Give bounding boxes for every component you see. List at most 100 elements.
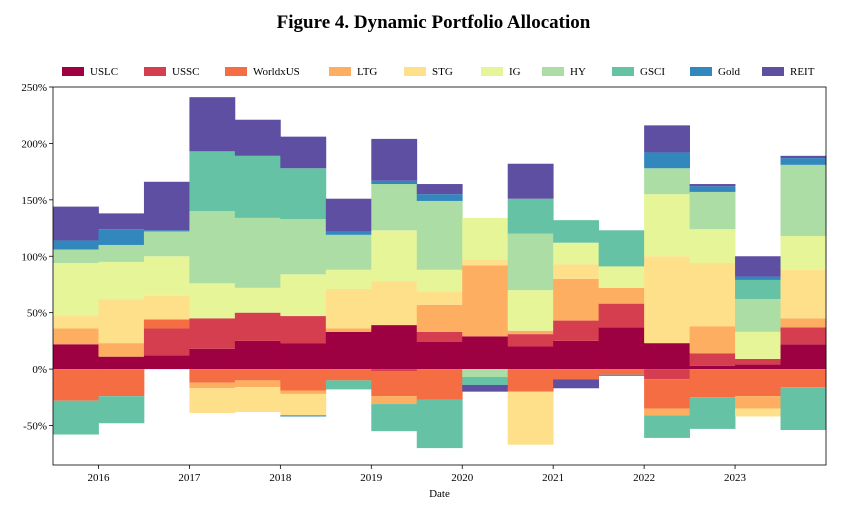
legend-label-ig: IG xyxy=(509,66,521,78)
bar-stg-13 xyxy=(644,256,690,343)
bar-ltg-8 xyxy=(417,305,463,332)
bar-stg-16 xyxy=(781,270,827,319)
bar-reit-7 xyxy=(371,139,417,181)
bar-worldxus-14 xyxy=(690,369,736,397)
legend-swatch-uslc xyxy=(62,67,84,76)
bar-ltg-6 xyxy=(326,328,372,331)
x-tick-label: 2023 xyxy=(724,472,747,484)
bar-worldxus-15 xyxy=(735,369,781,396)
bar-reit-14 xyxy=(690,184,736,186)
bar-worldxus-1 xyxy=(98,369,144,396)
bar-ig-8 xyxy=(417,270,463,291)
bar-worldxus-12 xyxy=(599,369,645,375)
legend-label-ltg: LTG xyxy=(357,66,377,78)
bar-uslc-0 xyxy=(53,344,99,369)
x-tick-label: 2019 xyxy=(360,472,383,484)
bar-gsci-0 xyxy=(53,401,99,435)
y-tick-label: 200% xyxy=(21,138,47,150)
bar-gsci-5 xyxy=(280,168,326,219)
legend-label-ussc: USSC xyxy=(172,66,200,78)
bar-ig-6 xyxy=(326,270,372,289)
bar-reit-1 xyxy=(98,213,144,229)
bar-ig-2 xyxy=(144,256,190,295)
bar-ltg-3 xyxy=(189,383,235,389)
bar-ig-4 xyxy=(235,288,281,313)
bar-hy-7 xyxy=(371,184,417,230)
bar-ussc-11 xyxy=(553,321,599,341)
bar-uslc-6 xyxy=(326,332,372,369)
bar-ltg-9 xyxy=(462,265,508,336)
bar-gold-1 xyxy=(98,229,144,245)
bar-hy-4 xyxy=(235,218,281,288)
bar-ltg-13 xyxy=(644,409,690,416)
bar-reit-13 xyxy=(644,125,690,152)
bar-ussc-3 xyxy=(189,318,235,348)
legend-swatch-gsci xyxy=(612,67,634,76)
bar-hy-3 xyxy=(189,211,235,283)
legend: USLC USSC WorldxUS LTG STG IG HY GSCI Gold REIT xyxy=(62,66,815,78)
bar-reit-5 xyxy=(280,137,326,169)
bar-stg-7 xyxy=(371,281,417,325)
bar-ltg-15 xyxy=(735,396,781,408)
bar-ig-0 xyxy=(53,263,99,316)
legend-swatch-worldxus xyxy=(225,67,247,76)
bar-ltg-0 xyxy=(53,328,99,344)
bar-worldxus-0 xyxy=(53,369,99,401)
bar-ig-13 xyxy=(644,194,690,256)
bar-hy-9 xyxy=(462,369,508,377)
bar-uslc-11 xyxy=(553,341,599,369)
y-tick-label: -50% xyxy=(23,421,47,433)
bar-gsci-9 xyxy=(462,377,508,385)
legend-swatch-gold xyxy=(690,67,712,76)
bar-worldxus-7 xyxy=(371,371,417,396)
bar-hy-5 xyxy=(280,219,326,274)
bar-reit-4 xyxy=(235,120,281,156)
bar-ig-5 xyxy=(280,274,326,316)
bar-gold-5 xyxy=(280,415,326,416)
bar-stg-0 xyxy=(53,316,99,328)
bar-ussc-15 xyxy=(735,359,781,365)
bar-hy-16 xyxy=(781,165,827,236)
bar-hy-13 xyxy=(644,168,690,194)
bar-hy-14 xyxy=(690,192,736,229)
bar-worldxus-16 xyxy=(781,369,827,387)
bar-stg-1 xyxy=(98,299,144,343)
y-tick-label: 0% xyxy=(32,364,47,376)
bar-gold-8 xyxy=(417,194,463,201)
bar-uslc-5 xyxy=(280,343,326,369)
bar-hy-8 xyxy=(417,201,463,270)
legend-swatch-reit xyxy=(762,67,784,76)
bar-gold-2 xyxy=(144,230,190,231)
bar-stg-15 xyxy=(735,409,781,417)
bar-ltg-11 xyxy=(553,279,599,321)
bar-worldxus-2 xyxy=(144,319,190,328)
bar-ltg-5 xyxy=(280,391,326,394)
bar-gsci-3 xyxy=(189,151,235,211)
bar-worldxus-13 xyxy=(644,379,690,408)
bar-reit-10 xyxy=(508,164,554,199)
legend-label-gold: Gold xyxy=(718,66,741,78)
bar-uslc-3 xyxy=(189,349,235,369)
legend-label-reit: REIT xyxy=(790,66,815,78)
bar-gsci-11 xyxy=(553,220,599,243)
bar-stg-14 xyxy=(690,263,736,326)
bar-ussc-4 xyxy=(235,313,281,341)
y-axis: -50% 0% 50% 100% 150% 200% 250% xyxy=(21,82,53,433)
bar-ltg-10 xyxy=(508,331,554,334)
bar-gsci-12 xyxy=(599,230,645,266)
bar-reit-8 xyxy=(417,184,463,194)
plot-area xyxy=(53,97,826,448)
bar-ltg-4 xyxy=(235,380,281,387)
legend-swatch-ltg xyxy=(329,67,351,76)
bar-hy-0 xyxy=(53,249,99,263)
bar-uslc-9 xyxy=(462,336,508,369)
bar-worldxus-10 xyxy=(508,369,554,392)
bar-stg-8 xyxy=(417,291,463,305)
bar-gsci-14 xyxy=(690,397,736,429)
legend-label-worldxus: WorldxUS xyxy=(253,66,300,78)
x-tick-label: 2017 xyxy=(178,472,201,484)
bar-reit-0 xyxy=(53,207,99,241)
bar-worldxus-3 xyxy=(189,369,235,383)
bar-ig-15 xyxy=(735,332,781,359)
bar-worldxus-4 xyxy=(235,369,281,380)
